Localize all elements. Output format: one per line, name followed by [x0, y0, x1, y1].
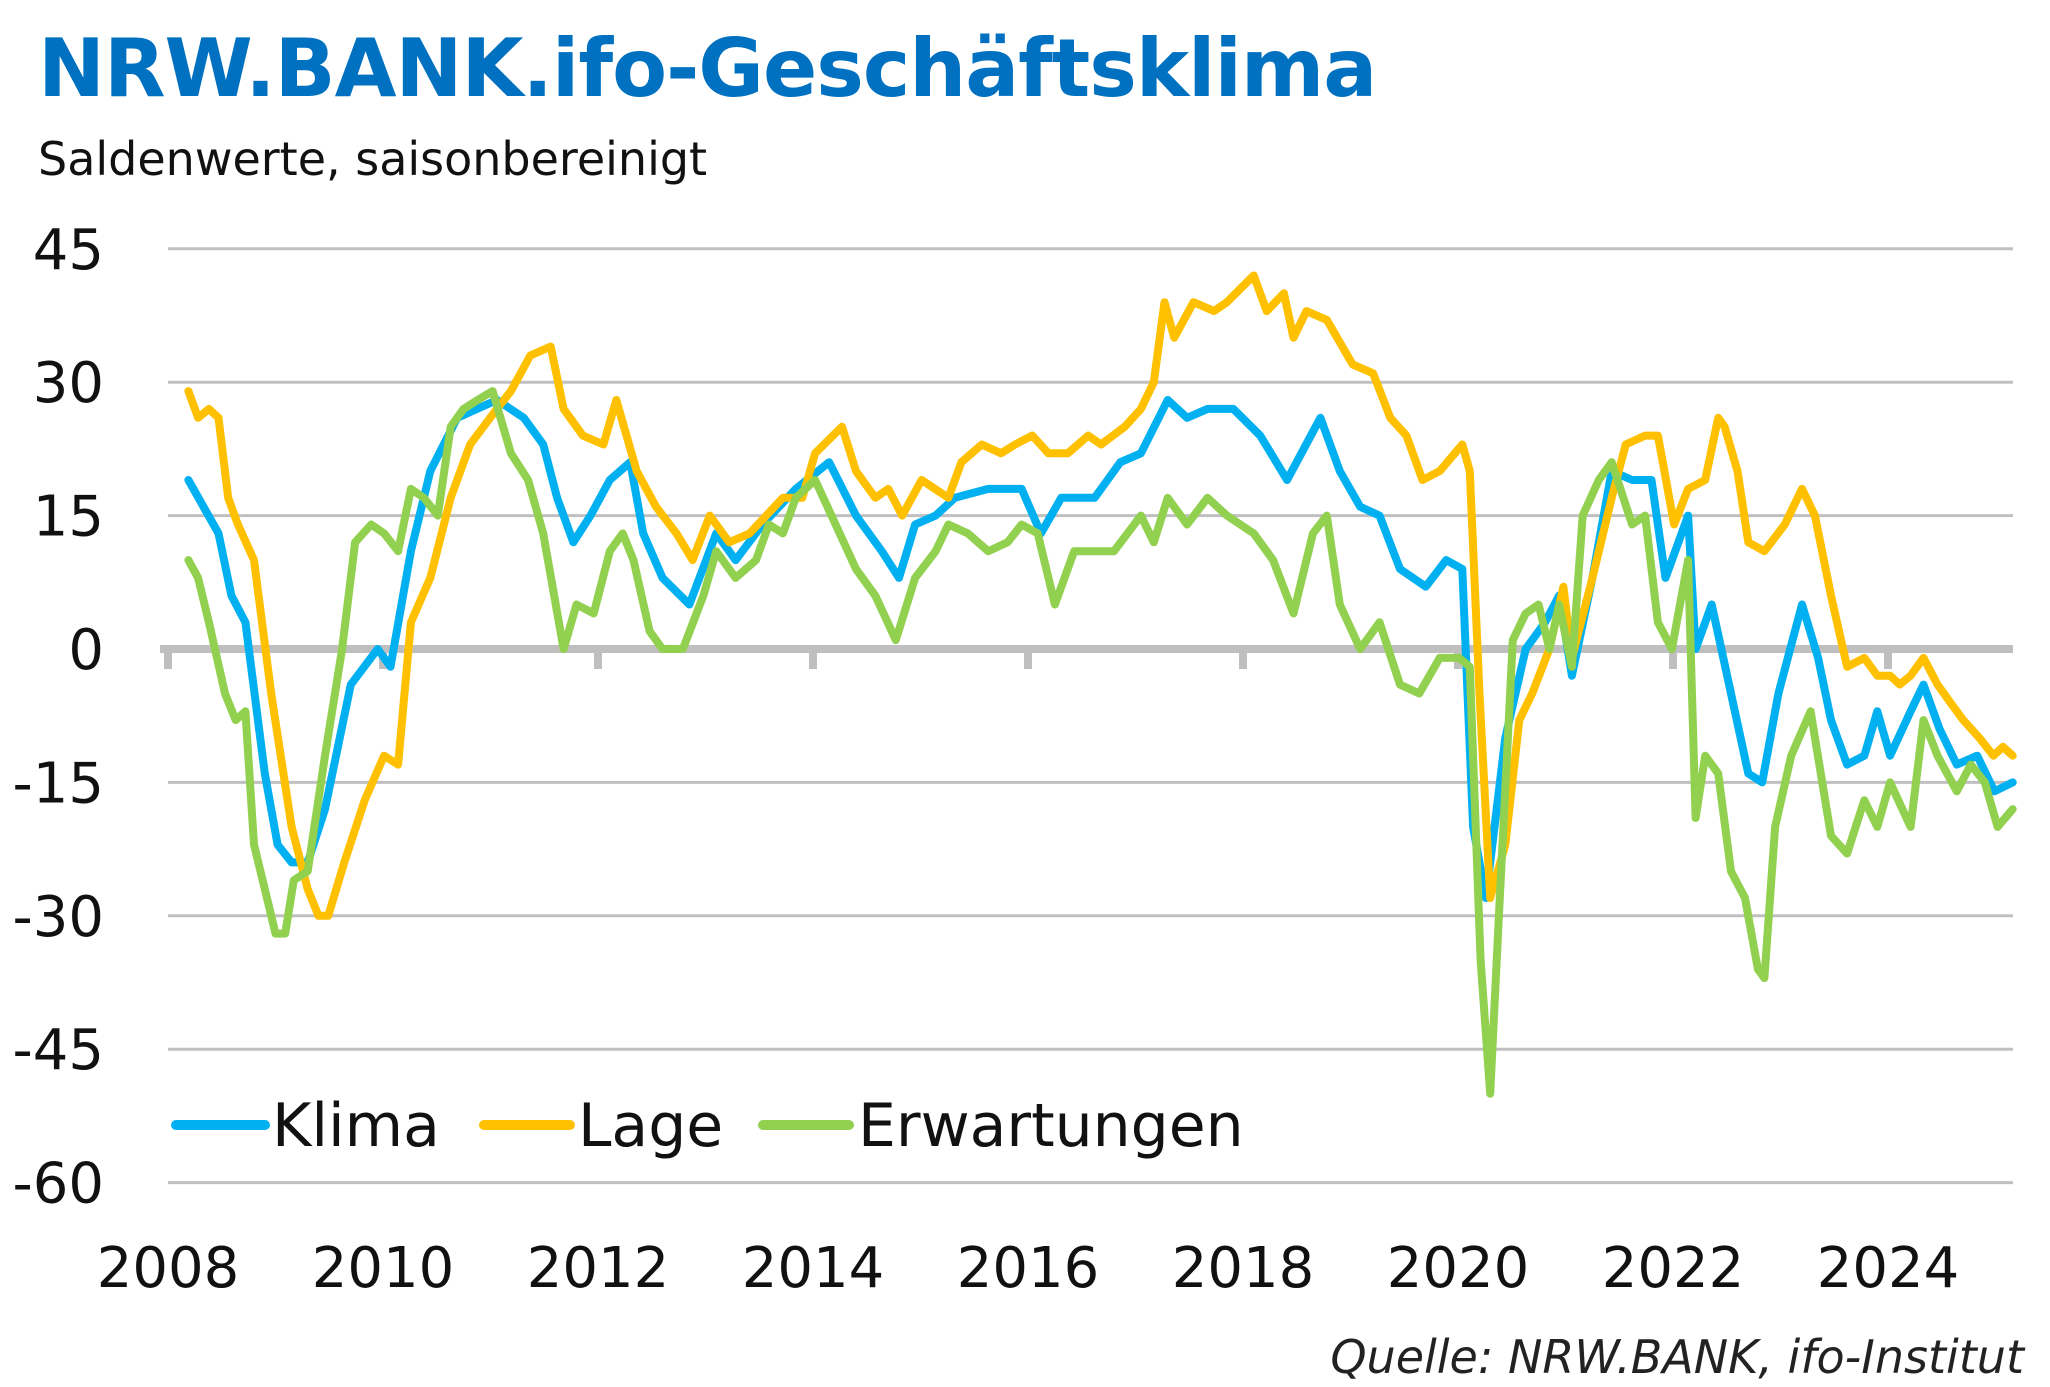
y-tick-label: -15	[13, 751, 104, 816]
series-line-lage	[184, 271, 2017, 920]
y-tick-label: -45	[13, 1018, 104, 1083]
x-tick-label: 2014	[742, 1236, 885, 1301]
source-note: Quelle: NRW.BANK, ifo-Institut	[1330, 1330, 2024, 1384]
legend-label-lage: Lage	[578, 1091, 723, 1161]
chart-title: NRW.BANK.ifo-Geschäftsklima	[38, 22, 1377, 115]
x-tick-label: 2010	[312, 1236, 455, 1301]
y-axis-labels: 45 30 15 0 -15 -30 -45 -60	[13, 218, 104, 1217]
series-lines	[184, 271, 2017, 1098]
y-tick-label: 45	[33, 218, 104, 283]
x-axis	[160, 645, 2013, 669]
x-tick-label: 2018	[1172, 1236, 1315, 1301]
y-tick-label: 15	[33, 485, 104, 550]
x-tick-label: 2012	[527, 1236, 670, 1301]
legend: Klima Lage Erwartungen	[171, 1091, 1244, 1161]
x-tick-label: 2008	[97, 1236, 240, 1301]
y-tick-label: -30	[13, 885, 104, 950]
legend-label-erwartungen: Erwartungen	[858, 1091, 1244, 1161]
chart-subtitle: Saldenwerte, saisonbereinigt	[38, 132, 708, 186]
series-line-erwartungen	[184, 387, 2017, 1098]
x-tick-label: 2022	[1602, 1236, 1745, 1301]
x-tick-label: 2020	[1387, 1236, 1530, 1301]
x-tick-label: 2024	[1817, 1236, 1960, 1301]
y-tick-label: -60	[13, 1152, 104, 1217]
legend-label-klima: Klima	[272, 1091, 440, 1161]
x-tick-label: 2016	[957, 1236, 1100, 1301]
y-tick-label: 30	[33, 351, 104, 416]
x-axis-labels: 2008 2010 2012 2014 2016 2018 2020 2022 2024	[97, 1236, 1960, 1301]
gridlines	[168, 247, 2013, 1185]
y-tick-label: 0	[68, 618, 104, 683]
